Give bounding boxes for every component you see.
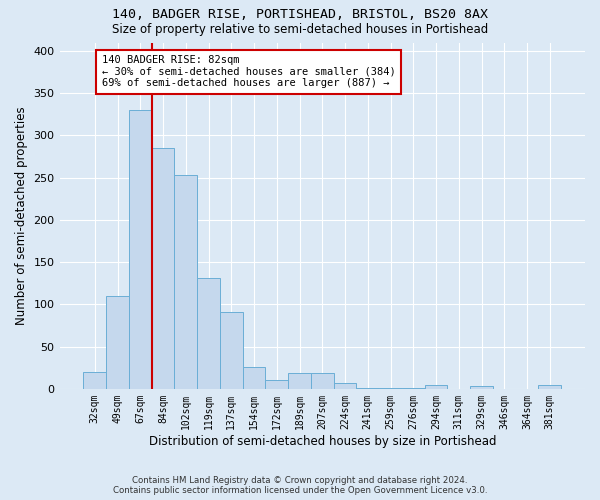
- Bar: [220, 312, 242, 389]
- Text: 140, BADGER RISE, PORTISHEAD, BRISTOL, BS20 8AX: 140, BADGER RISE, PORTISHEAD, BRISTOL, B…: [112, 8, 488, 20]
- Bar: [334, 383, 356, 389]
- Bar: [425, 386, 448, 389]
- Bar: [175, 175, 197, 389]
- Bar: [242, 367, 265, 389]
- Bar: [470, 386, 493, 389]
- Bar: [379, 388, 402, 389]
- Bar: [311, 373, 334, 389]
- Bar: [197, 278, 220, 389]
- Bar: [288, 373, 311, 389]
- Bar: [83, 372, 106, 389]
- Bar: [402, 388, 425, 389]
- Text: 140 BADGER RISE: 82sqm
← 30% of semi-detached houses are smaller (384)
69% of se: 140 BADGER RISE: 82sqm ← 30% of semi-det…: [101, 55, 395, 88]
- Bar: [152, 148, 175, 389]
- Bar: [106, 296, 129, 389]
- Text: Contains HM Land Registry data © Crown copyright and database right 2024.
Contai: Contains HM Land Registry data © Crown c…: [113, 476, 487, 495]
- Bar: [129, 110, 152, 389]
- Y-axis label: Number of semi-detached properties: Number of semi-detached properties: [15, 106, 28, 325]
- Bar: [538, 384, 561, 389]
- Bar: [265, 380, 288, 389]
- Bar: [356, 388, 379, 389]
- X-axis label: Distribution of semi-detached houses by size in Portishead: Distribution of semi-detached houses by …: [149, 434, 496, 448]
- Text: Size of property relative to semi-detached houses in Portishead: Size of property relative to semi-detach…: [112, 22, 488, 36]
